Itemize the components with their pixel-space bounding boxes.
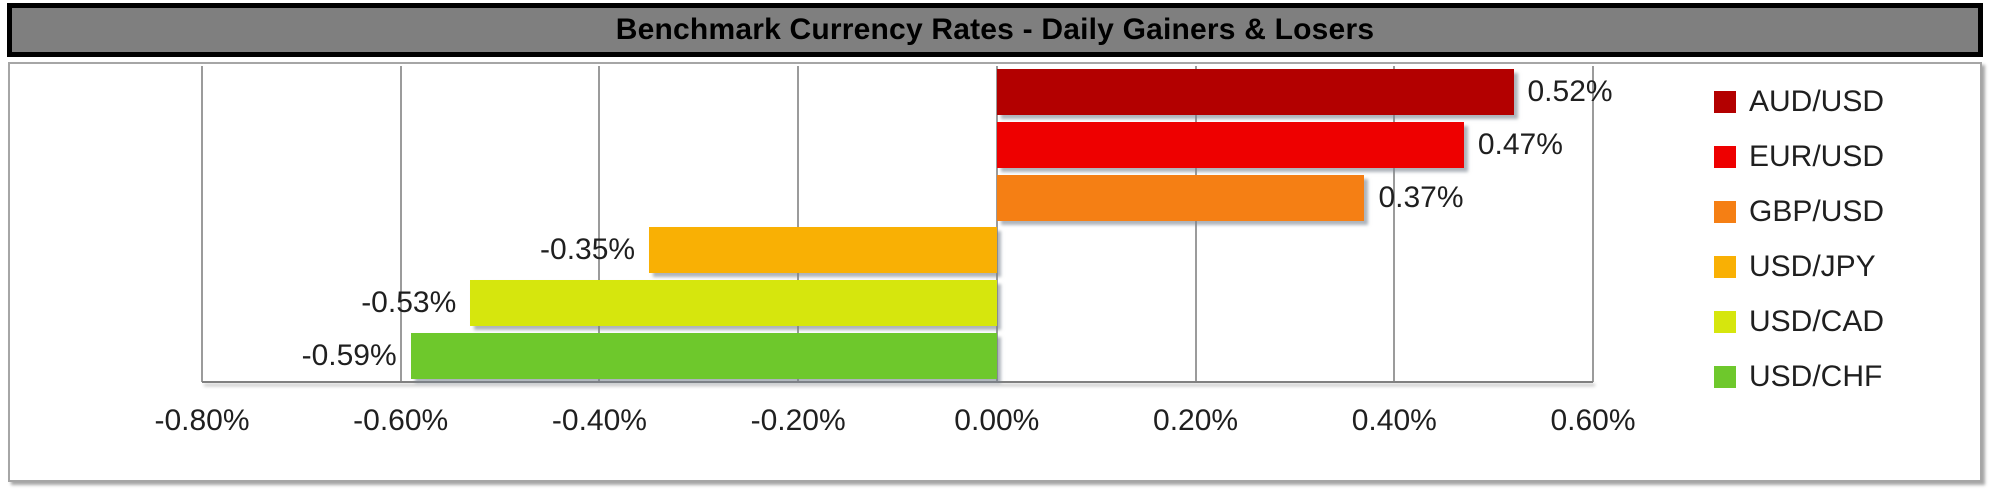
chart-title: Benchmark Currency Rates - Daily Gainers… bbox=[615, 13, 1375, 46]
chart-area bbox=[8, 62, 1982, 482]
chart-title-bar: Benchmark Currency Rates - Daily Gainers… bbox=[7, 3, 1983, 57]
